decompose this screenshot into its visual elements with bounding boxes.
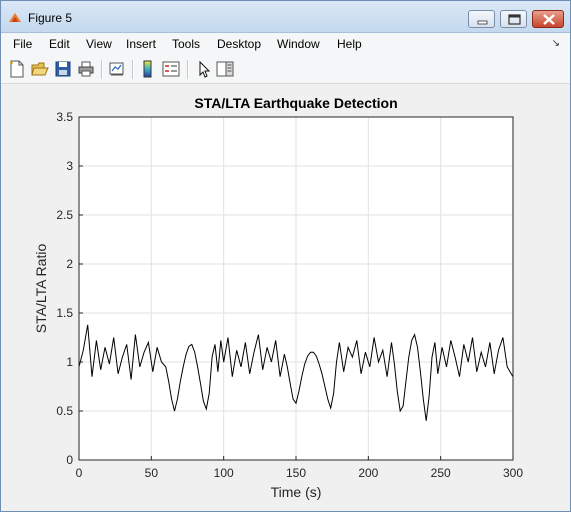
minimize-icon	[477, 20, 488, 25]
y-tick-label: 3.5	[56, 110, 73, 124]
x-tick-label: 150	[286, 466, 306, 480]
legend-icon[interactable]	[162, 60, 180, 78]
y-tick-label: 2	[66, 257, 73, 271]
menu-dock-arrow-icon[interactable]: ↘	[551, 38, 560, 49]
y-tick-label: 1	[66, 355, 73, 369]
x-tick-label: 300	[503, 466, 523, 480]
y-tick-label: 2.5	[56, 208, 73, 222]
open-file-icon[interactable]	[31, 60, 49, 78]
menu-help[interactable]: Help	[337, 37, 362, 51]
menu-edit[interactable]: Edit	[49, 37, 70, 51]
maximize-icon	[508, 14, 521, 25]
figure-canvas: STA/LTA Earthquake Detection STA/LTA Rat…	[5, 84, 566, 507]
series-line	[78, 324, 514, 421]
y-tick-label: 0.5	[56, 404, 73, 418]
y-axis-label: STA/LTA Ratio	[33, 244, 49, 334]
close-icon	[543, 14, 555, 25]
figure-toolbar	[1, 55, 570, 84]
toolbar-separator	[132, 60, 134, 79]
menu-tools[interactable]: Tools	[172, 37, 201, 51]
menu-file[interactable]: File	[13, 37, 33, 51]
x-tick-label: 100	[214, 466, 234, 480]
menu-bar: File Edit View Insert Tools Desktop Wind…	[1, 33, 570, 55]
link-plot-icon[interactable]	[108, 60, 126, 78]
property-editor-icon[interactable]	[216, 60, 234, 78]
print-icon[interactable]	[77, 60, 95, 78]
title-bar: Figure 5	[1, 1, 570, 33]
toolbar-separator	[101, 60, 103, 79]
y-tick-label: 1.5	[56, 306, 73, 320]
menu-desktop[interactable]: Desktop	[217, 37, 262, 51]
pointer-icon[interactable]	[195, 60, 213, 78]
window-title: Figure 5	[28, 11, 73, 25]
menu-insert[interactable]: Insert	[126, 37, 157, 51]
x-tick-label: 200	[358, 466, 378, 480]
menu-view[interactable]: View	[86, 37, 112, 51]
new-figure-icon[interactable]	[8, 60, 26, 78]
x-tick-label: 0	[76, 466, 83, 480]
close-button[interactable]	[532, 10, 564, 28]
x-tick-label: 250	[431, 466, 451, 480]
x-axis-label: Time (s)	[271, 484, 322, 500]
save-icon[interactable]	[54, 60, 72, 78]
toolbar-separator	[187, 60, 189, 79]
minimize-button[interactable]	[468, 10, 495, 28]
colorbar-icon[interactable]	[139, 60, 157, 78]
chart-svg: STA/LTA Earthquake Detection STA/LTA Rat…	[33, 95, 523, 500]
matlab-icon	[9, 13, 21, 22]
maximize-button[interactable]	[500, 10, 527, 28]
y-tick-label: 3	[66, 159, 73, 173]
y-tick-label: 0	[66, 453, 73, 467]
x-tick-label: 50	[145, 466, 159, 480]
menu-window[interactable]: Window	[277, 37, 320, 51]
chart-title: STA/LTA Earthquake Detection	[194, 95, 397, 111]
